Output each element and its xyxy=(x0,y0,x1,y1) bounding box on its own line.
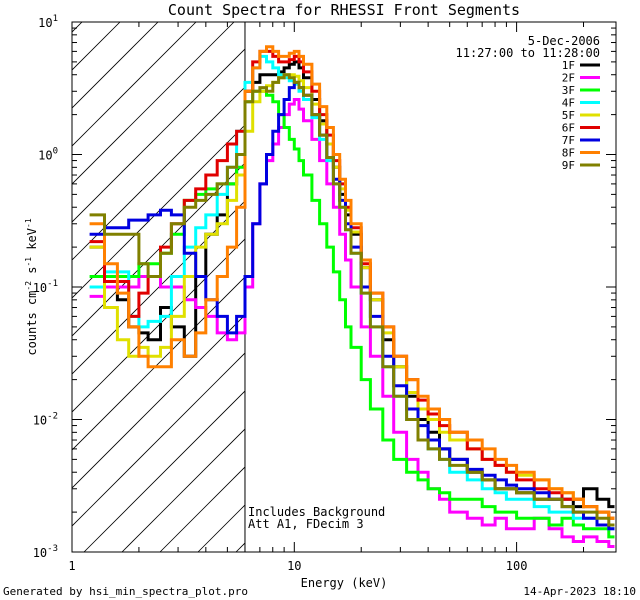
legend-label: 3F xyxy=(562,84,575,97)
y-label-part: s xyxy=(25,267,39,281)
x-tick-label: 100 xyxy=(506,559,528,573)
x-axis-label: Energy (keV) xyxy=(301,576,388,590)
legend-label: 8F xyxy=(562,147,575,160)
y-tick-label: 10-3 xyxy=(33,544,58,560)
y-label-part: counts cm xyxy=(25,291,39,356)
y-label-part: keV xyxy=(25,228,39,257)
y-axis-ticks: 10-3 10-2 10-1 100 101 xyxy=(33,14,616,560)
legend-label: 6F xyxy=(562,122,575,135)
y-tick-label: 10-2 xyxy=(33,412,58,428)
x-tick-label: 1 xyxy=(68,559,75,573)
footer-timestamp: 14-Apr-2023 18:10 xyxy=(523,585,636,598)
legend-label: 1F xyxy=(562,59,575,72)
chart-title: Count Spectra for RHESSI Front Segments xyxy=(168,1,520,19)
legend-label: 5F xyxy=(562,109,575,122)
legend-label: 7F xyxy=(562,134,575,147)
x-axis-ticks: 1 10 100 xyxy=(68,22,585,573)
y-axis-label: counts cm-2 s-1 keV-1 xyxy=(24,218,39,355)
x-tick-label: 10 xyxy=(287,559,301,573)
y-label-exp: -2 xyxy=(24,281,33,291)
series-7F xyxy=(89,80,615,531)
y-tick-label: 100 xyxy=(38,147,58,163)
series-4F xyxy=(89,54,615,531)
annotation-line: Att A1, FDecim 3 xyxy=(248,517,364,531)
date-label: 5-Dec-2006 xyxy=(528,34,600,48)
legend-label: 9F xyxy=(562,159,575,172)
series-9F xyxy=(89,73,615,527)
y-label-exp: -1 xyxy=(24,218,33,228)
y-label-exp: -1 xyxy=(24,257,33,267)
series-8F xyxy=(89,45,615,520)
legend-label: 4F xyxy=(562,97,575,110)
series-3F xyxy=(89,89,615,539)
annotation-line: Includes Background xyxy=(248,505,385,519)
series-5F xyxy=(89,73,615,520)
legend-label: 2F xyxy=(562,72,575,85)
y-tick-label: 101 xyxy=(38,14,58,30)
series-2F xyxy=(89,98,615,548)
time-range-label: 11:27:00 to 11:28:00 xyxy=(456,46,601,60)
footer-generated: Generated by hsi_min_spectra_plot.pro xyxy=(3,585,248,598)
series-group xyxy=(89,45,615,548)
y-tick-label: 10-1 xyxy=(33,279,58,295)
